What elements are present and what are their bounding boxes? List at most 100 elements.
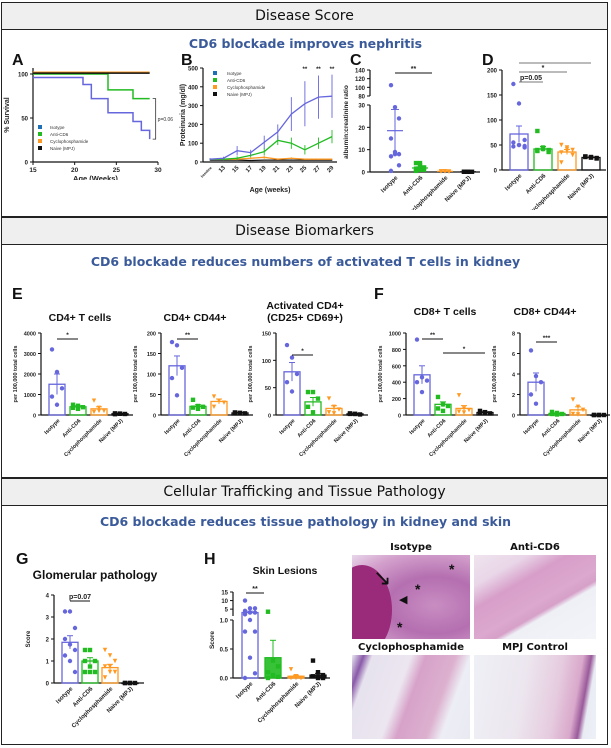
data-point <box>347 411 353 416</box>
data-point <box>72 669 78 675</box>
legend-swatch <box>38 139 42 143</box>
data-point <box>533 373 539 379</box>
y-tick-label: 400 <box>392 381 401 387</box>
y-tick-label: 0.5 <box>220 648 229 654</box>
data-point <box>96 405 102 411</box>
data-point <box>92 669 98 675</box>
data-point <box>511 140 516 145</box>
data-point <box>87 647 93 653</box>
chart-proteinuria: 0 100 200 300 400 500 Proteinuria (mg/dl) basel… <box>180 67 337 194</box>
y-tick-label: 15 <box>221 591 228 597</box>
data-point <box>511 144 516 149</box>
data-point <box>326 410 332 415</box>
data-point <box>49 394 55 399</box>
data-point <box>305 389 311 395</box>
data-point <box>232 410 238 415</box>
data-point <box>511 81 516 87</box>
data-point <box>242 675 248 681</box>
data-point <box>122 680 128 686</box>
y-tick-label: 50 <box>490 144 497 150</box>
data-point <box>570 152 575 158</box>
data-point <box>252 629 258 634</box>
legend-swatch <box>38 132 42 136</box>
arrowhead-marker: ◀ <box>399 594 408 606</box>
data-point <box>70 405 76 411</box>
y-tick-label: 140 <box>355 69 366 75</box>
data-point <box>82 647 88 653</box>
chart-albumin-creatinine: 80 100 120 140 0 10 20 30 albumin:creatinine rat… <box>343 66 480 210</box>
histology-label: Anti-CD6 <box>510 542 560 553</box>
data-point <box>417 167 423 172</box>
y-tick-label: 10 <box>221 599 228 605</box>
data-point <box>320 675 326 681</box>
y-axis-label: Proteinuria (mg/dl) <box>180 84 187 146</box>
data-point <box>461 406 467 411</box>
data-point <box>424 378 430 383</box>
data-point <box>516 101 522 106</box>
x-tick-label: Anti-CD6 <box>541 418 562 439</box>
chart-title: Skin Lesions <box>252 565 318 577</box>
data-point <box>456 393 462 398</box>
panel-label-h: H <box>204 551 216 568</box>
data-point <box>392 105 398 110</box>
y-tick-label: 100 <box>188 142 199 148</box>
y-tick-label: 1000 <box>389 332 401 338</box>
chart-activated-cd4: 0 50 100 150 per 100,000 total cells Isotype A… <box>248 332 368 458</box>
data-point <box>101 408 107 414</box>
data-point <box>440 402 446 407</box>
x-tick-label: 17 <box>245 165 254 174</box>
data-point <box>288 667 294 672</box>
legend-swatch <box>213 78 217 82</box>
x-tick-label: Isotype <box>523 418 541 436</box>
chart-glomerular-pathology: 01234ScoreIsotypeAnti-CD6Cyclophosphamid… <box>26 594 144 730</box>
data-point <box>310 410 316 415</box>
data-point <box>435 406 441 411</box>
y-tick-label: 500 <box>188 67 199 73</box>
data-point <box>535 128 540 134</box>
significance-label: * <box>66 332 69 339</box>
data-point <box>87 664 93 669</box>
data-point <box>112 411 118 417</box>
x-tick-label: Isotype <box>380 175 400 195</box>
data-point <box>284 380 290 385</box>
y-tick-label: 4 <box>512 373 516 379</box>
legend-label: Anti-CD6 <box>50 132 69 137</box>
y-tick-label: 0 <box>153 414 156 420</box>
data-point <box>252 671 258 676</box>
data-point <box>102 647 108 653</box>
data-point <box>265 670 271 675</box>
y-axis-label: per 100,000 total cells <box>378 346 384 403</box>
data-point <box>270 658 276 663</box>
section-title: Disease Biomarkers <box>235 223 374 239</box>
legend-label: Isotype <box>50 125 65 130</box>
data-point <box>388 82 394 88</box>
data-point <box>67 658 73 664</box>
data-point <box>102 675 108 680</box>
histology-image-anti-cd6 <box>474 555 596 639</box>
data-point <box>601 412 607 418</box>
data-point <box>275 674 281 680</box>
section-header-trafficking: Cellular Trafficking and Tissue Patholog… <box>1 478 608 506</box>
legend-label: Isotype <box>227 71 242 76</box>
data-point <box>396 116 402 121</box>
data-point <box>252 610 258 615</box>
x-tick-label: Cyclophosphamide <box>257 681 301 725</box>
chart-title: CD8+ CD44+ <box>513 306 577 318</box>
data-point <box>190 405 196 410</box>
data-point <box>570 411 576 417</box>
histology-label: Isotype <box>390 542 432 553</box>
data-point <box>549 411 555 417</box>
x-tick-label: Cyclophosphamide <box>63 418 103 458</box>
x-tick-label: 13 <box>218 165 227 174</box>
data-point <box>414 380 420 385</box>
data-point <box>564 146 570 152</box>
data-point <box>417 163 423 168</box>
panel-label-d: D <box>482 52 494 69</box>
data-point <box>80 405 86 410</box>
data-point <box>440 408 446 414</box>
y-tick-label: 100 <box>18 73 29 79</box>
data-point <box>538 380 544 385</box>
x-tick-label: Cyclophosphamide <box>428 418 468 458</box>
significance-label: * <box>542 65 545 72</box>
y-axis-label: albumin:creatinine ratio <box>343 85 350 159</box>
